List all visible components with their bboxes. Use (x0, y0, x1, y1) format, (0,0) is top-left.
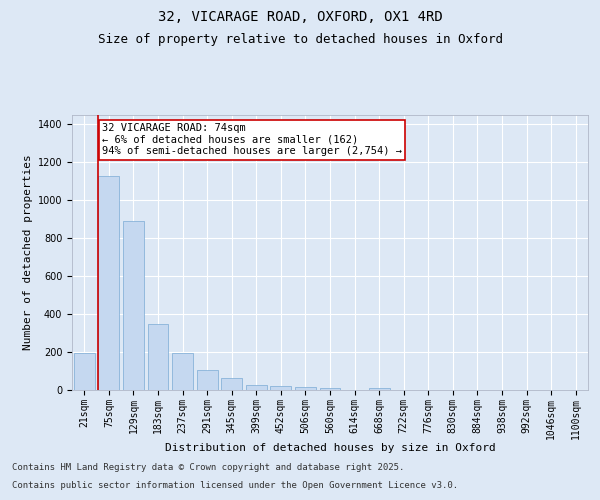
Bar (246, 386, 267, 390)
Bar (295, 387, 316, 390)
Text: 32 VICARAGE ROAD: 74sqm
← 6% of detached houses are smaller (162)
94% of semi-de: 32 VICARAGE ROAD: 74sqm ← 6% of detached… (102, 123, 402, 156)
Bar (123, 220, 144, 390)
Bar (148, 324, 169, 390)
Bar (172, 352, 193, 390)
Text: 32, VICARAGE ROAD, OXFORD, OX1 4RD: 32, VICARAGE ROAD, OXFORD, OX1 4RD (158, 10, 442, 24)
X-axis label: Distribution of detached houses by size in Oxford: Distribution of detached houses by size … (164, 443, 496, 453)
Y-axis label: Number of detached properties: Number of detached properties (23, 154, 34, 350)
Bar (74, 352, 95, 390)
Bar (320, 388, 340, 390)
Bar (98, 176, 119, 390)
Text: Size of property relative to detached houses in Oxford: Size of property relative to detached ho… (97, 32, 503, 46)
Bar (368, 388, 389, 390)
Text: Contains public sector information licensed under the Open Government Licence v3: Contains public sector information licen… (12, 481, 458, 490)
Bar (197, 370, 218, 390)
Bar (221, 378, 242, 390)
Text: Contains HM Land Registry data © Crown copyright and database right 2025.: Contains HM Land Registry data © Crown c… (12, 464, 404, 472)
Bar (271, 386, 292, 390)
